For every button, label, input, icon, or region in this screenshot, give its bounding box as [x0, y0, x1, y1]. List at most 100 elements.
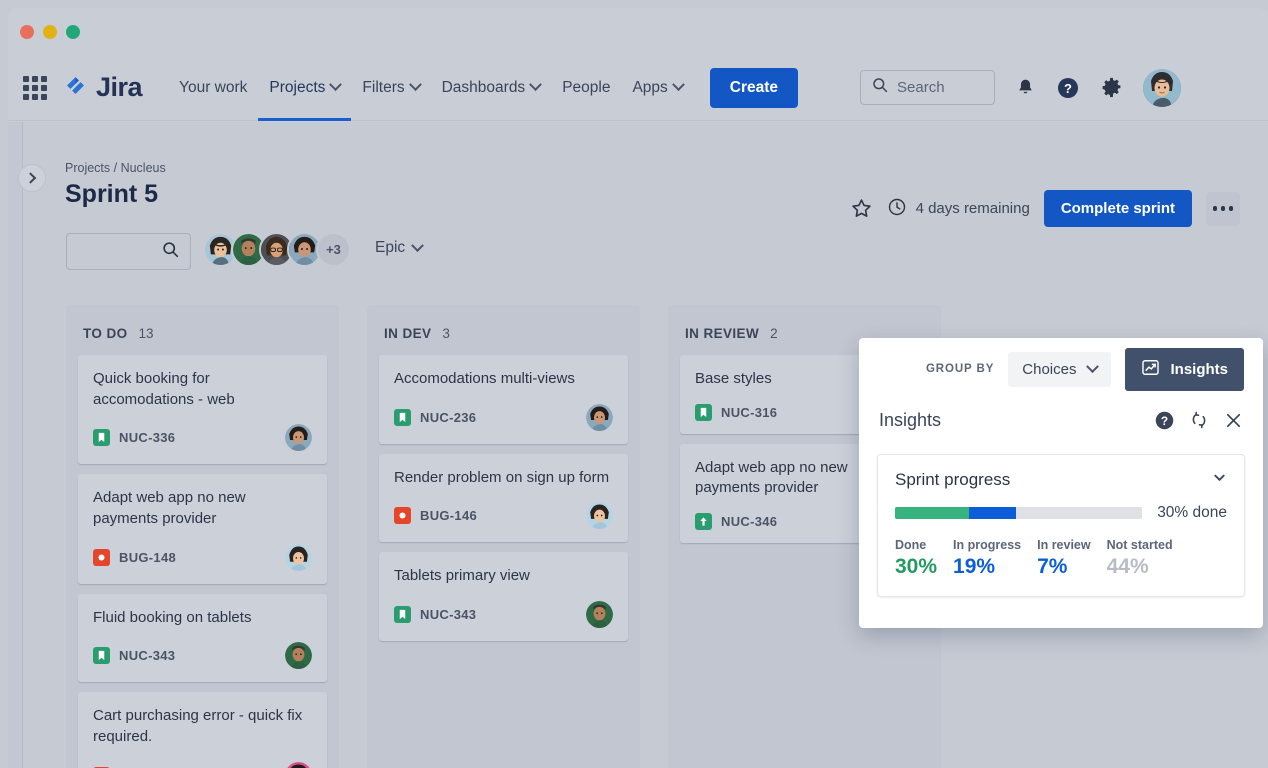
insights-panel-actions: ?: [1154, 410, 1244, 431]
card-key[interactable]: NUC-236: [420, 409, 477, 425]
board-card[interactable]: Tablets primary view NUC-343: [379, 552, 628, 642]
card-footer: NUC-336: [93, 424, 312, 452]
assignee-avatar[interactable]: [285, 761, 312, 768]
nav-item-dashboards[interactable]: Dashboards: [431, 55, 552, 121]
group-by-label: GROUP BY: [925, 363, 995, 375]
avatar-overflow-count[interactable]: +3: [316, 232, 351, 267]
board-columns: TO DO 13 Quick booking for accomodations…: [66, 305, 941, 768]
clock-icon: [887, 197, 907, 221]
column-header: IN REVIEW 2: [680, 315, 929, 355]
nav-item-filters[interactable]: Filters: [351, 55, 430, 121]
nav-item-your-work[interactable]: Your work: [168, 55, 258, 121]
create-button[interactable]: Create: [709, 67, 799, 108]
board-card[interactable]: Adapt web app no new payments provider B…: [78, 474, 327, 584]
card-key[interactable]: NUC-336: [119, 430, 176, 446]
group-by-dropdown[interactable]: Choices: [1008, 351, 1112, 387]
stat-value: 19%: [953, 555, 996, 578]
window-titlebar: [8, 8, 1268, 55]
assignee-avatar[interactable]: [586, 502, 613, 530]
card-key[interactable]: NUC-343: [119, 648, 176, 664]
complete-sprint-button[interactable]: Complete sprint: [1043, 190, 1192, 227]
bug-circle-icon: [394, 507, 411, 525]
insights-panel-title: Insights: [879, 409, 942, 430]
board-card[interactable]: Cart purchasing error - quick fix requir…: [78, 692, 327, 768]
assignee-avatar[interactable]: [285, 642, 312, 670]
jira-logo-icon: [62, 72, 89, 104]
progress-segment-in-progress: [969, 507, 1017, 519]
assignee-avatar[interactable]: [285, 424, 312, 452]
days-remaining: 4 days remaining: [887, 197, 1030, 221]
card-footer: NUC-343: [394, 601, 613, 629]
sprint-stats: Done 30% In progress 19% In review 7% No…: [895, 538, 1227, 579]
column-name: TO DO: [83, 326, 128, 341]
nav-item-people[interactable]: People: [551, 55, 621, 121]
breadcrumb[interactable]: Projects / Nucleus: [65, 161, 166, 175]
insights-toggle-button[interactable]: Insights: [1125, 347, 1244, 391]
help-filled-icon[interactable]: ?: [1154, 410, 1175, 431]
search-icon: [872, 77, 888, 98]
nav-label: Apps: [632, 78, 668, 96]
nav-item-apps[interactable]: Apps: [621, 55, 693, 121]
card-footer: NUC-354: [93, 761, 312, 768]
chevron-right-icon: [24, 172, 37, 184]
sprint-progress-header: Sprint progress: [895, 470, 1227, 490]
assignee-avatar[interactable]: [586, 403, 613, 431]
card-title: Tablets primary view: [394, 567, 530, 585]
board-search-input[interactable]: [66, 233, 191, 270]
chevron-down-icon[interactable]: [1212, 470, 1227, 490]
nav-label: Projects: [269, 78, 326, 96]
card-key[interactable]: BUG-148: [119, 549, 177, 565]
assignee-avatar[interactable]: [285, 543, 312, 571]
board-card[interactable]: Accomodations multi-views NUC-236: [379, 355, 628, 444]
window-maximize-button[interactable]: [66, 24, 80, 39]
board-card[interactable]: Quick booking for accomodations - web NU…: [78, 355, 327, 465]
assignee-avatar-group: +3: [203, 232, 351, 267]
task-arrow-up-icon: [695, 513, 712, 531]
stat-label: Not started: [1106, 538, 1173, 552]
card-key[interactable]: NUC-343: [420, 607, 477, 623]
settings-gear-icon[interactable]: [1100, 76, 1123, 99]
notifications-bell-icon[interactable]: [1015, 77, 1036, 98]
search-input[interactable]: Search: [860, 70, 996, 105]
nav-label: Filters: [362, 78, 405, 96]
window-close-button[interactable]: [20, 24, 34, 39]
global-navigation: Jira Your work Projects Filters Dashboar…: [8, 55, 1268, 121]
board-column-in-dev: IN DEV 3 Accomodations multi-views NUC-2…: [367, 305, 640, 768]
user-avatar[interactable]: [1143, 68, 1182, 107]
story-bookmark-icon: [695, 403, 712, 421]
story-bookmark-icon: [93, 647, 110, 665]
chevron-down-icon: [329, 78, 343, 92]
card-key[interactable]: BUG-146: [420, 508, 478, 524]
chevron-down-icon: [671, 78, 685, 92]
sidebar-expand-button[interactable]: [18, 164, 46, 192]
help-circle-icon[interactable]: ?: [1056, 76, 1080, 100]
grid-apps-icon[interactable]: [22, 75, 48, 101]
story-bookmark-icon: [93, 429, 110, 447]
board-card[interactable]: Fluid booking on tablets NUC-343: [78, 593, 327, 683]
stat-value: 44%: [1106, 555, 1149, 578]
column-name: IN DEV: [384, 326, 432, 341]
column-name: IN REVIEW: [685, 326, 760, 341]
window-minimize-button[interactable]: [43, 24, 57, 39]
column-header: IN DEV 3: [379, 315, 628, 355]
nav-item-projects[interactable]: Projects: [258, 55, 352, 121]
card-key[interactable]: NUC-346: [721, 514, 778, 530]
close-icon[interactable]: [1223, 410, 1244, 431]
more-horizontal-icon[interactable]: [1206, 191, 1240, 226]
epic-filter-label: Epic: [375, 239, 406, 256]
card-footer: NUC-236: [394, 403, 613, 431]
card-key[interactable]: NUC-316: [721, 404, 778, 420]
board-card[interactable]: Render problem on sign up form BUG-146: [379, 453, 628, 543]
stat-not-started: Not started 44%: [1107, 538, 1173, 579]
jira-home-link[interactable]: Jira: [62, 72, 143, 104]
card-title: Accomodations multi-views: [394, 370, 575, 387]
epic-filter-dropdown[interactable]: Epic: [375, 238, 425, 257]
star-outline-icon[interactable]: [850, 197, 873, 220]
chart-line-icon: [1141, 358, 1160, 381]
sprint-progress-bar-row: 30% done: [895, 504, 1227, 522]
insights-toolbar: GROUP BY Choices Insights: [859, 338, 1263, 400]
page-title: Sprint 5: [65, 180, 159, 208]
assignee-avatar[interactable]: [586, 601, 613, 629]
refresh-icon[interactable]: [1189, 410, 1209, 430]
avatar[interactable]: [203, 232, 238, 267]
